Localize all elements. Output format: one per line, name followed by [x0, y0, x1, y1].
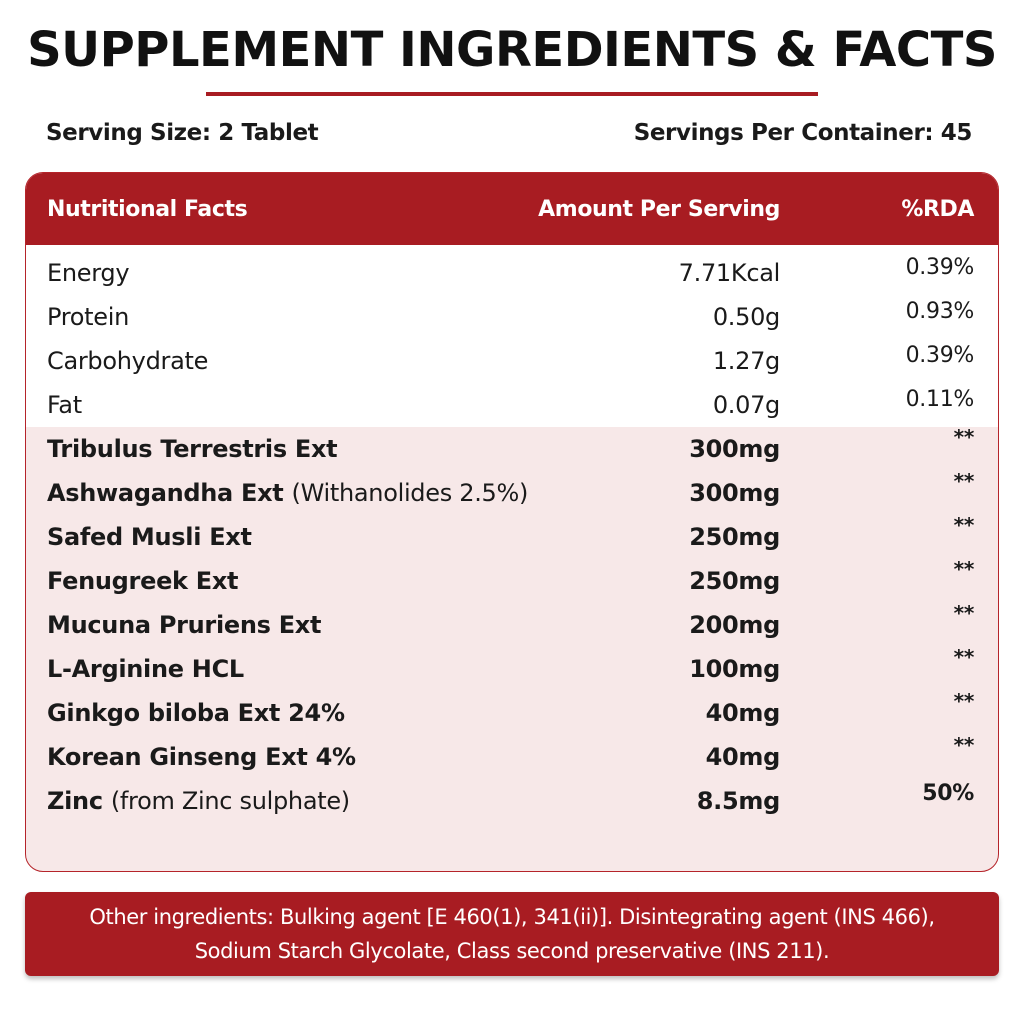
ingredient-note: (from Zinc sulphate): [110, 787, 350, 815]
serving-size: Serving Size: 2 Tablet: [46, 120, 319, 146]
ingredient-amount: 300mg: [689, 479, 780, 507]
basic-nutrients: Energy 7.71Kcal 0.39% Protein 0.50g 0.93…: [26, 245, 998, 427]
ingredient-amount: 40mg: [705, 699, 781, 727]
nutrient-amount: 1.27g: [712, 347, 780, 375]
table-row: Ashwagandha Ext (Withanolides 2.5%) 300m…: [26, 469, 998, 515]
table-row: Mucuna Pruriens Ext 200mg **: [26, 601, 998, 647]
title-underline: [206, 92, 818, 96]
ingredient-rda: **: [953, 469, 975, 493]
ingredient-label: Mucuna Pruriens Ext: [47, 611, 322, 639]
ingredient-name: Ginkgo biloba Ext 24%: [47, 699, 345, 727]
ingredient-label: L-Arginine HCL: [47, 655, 244, 683]
ingredient-name: Tribulus Terrestris Ext: [47, 435, 338, 463]
ingredient-amount: 8.5mg: [696, 787, 781, 815]
ingredient-rda: **: [953, 645, 975, 669]
nutrient-amount: 7.71Kcal: [678, 259, 781, 287]
nutrient-rda: 0.11%: [905, 387, 975, 412]
table-row: Protein 0.50g 0.93%: [26, 295, 998, 339]
ingredient-amount: 250mg: [689, 523, 780, 551]
other-ingredients-line-1: Other ingredients: Bulking agent [E 460(…: [89, 905, 935, 929]
page-title: SUPPLEMENT INGREDIENTS & FACTS: [27, 22, 997, 78]
ingredient-label: Korean Ginseng Ext 4%: [47, 743, 356, 771]
ingredient-name: Ashwagandha Ext (Withanolides 2.5%): [47, 479, 528, 507]
nutrient-amount: 0.07g: [712, 391, 780, 419]
ingredient-amount: 40mg: [705, 743, 781, 771]
ingredient-label: Tribulus Terrestris Ext: [47, 435, 338, 463]
ingredient-rda: **: [953, 689, 975, 713]
table-row: Ginkgo biloba Ext 24% 40mg **: [26, 689, 998, 735]
ingredient-name: Zinc (from Zinc sulphate): [47, 787, 350, 815]
table-row: Energy 7.71Kcal 0.39%: [26, 251, 998, 295]
nutrient-rda: 0.39%: [905, 255, 975, 280]
ingredient-rda: 50%: [922, 781, 974, 806]
nutrient-rda: 0.39%: [905, 343, 975, 368]
other-ingredients-line-2: Sodium Starch Glycolate, Class second pr…: [194, 939, 830, 963]
table-row: Tribulus Terrestris Ext 300mg **: [26, 425, 998, 471]
ingredient-amount: 200mg: [689, 611, 780, 639]
table-row: Fenugreek Ext 250mg **: [26, 557, 998, 603]
table-row: Zinc (from Zinc sulphate) 8.5mg 50%: [26, 779, 998, 823]
ingredient-note: (Withanolides 2.5%): [291, 479, 529, 507]
serving-info: Serving Size: 2 Tablet Servings Per Cont…: [46, 120, 972, 146]
active-ingredients: Tribulus Terrestris Ext 300mg ** Ashwaga…: [26, 425, 998, 823]
servings-per-container: Servings Per Container: 45: [633, 120, 973, 146]
ingredient-name: Fenugreek Ext: [47, 567, 239, 595]
ingredient-label: Zinc: [47, 787, 103, 815]
ingredient-label: Ashwagandha Ext: [47, 479, 284, 507]
table-row: L-Arginine HCL 100mg **: [26, 645, 998, 691]
ingredient-rda: **: [953, 601, 975, 625]
table-row: Korean Ginseng Ext 4% 40mg **: [26, 733, 998, 779]
table-header: Nutritional Facts Amount Per Serving %RD…: [26, 173, 998, 245]
ingredient-amount: 300mg: [689, 435, 780, 463]
header-nutritional-facts: Nutritional Facts: [47, 197, 248, 222]
ingredient-name: Safed Musli Ext: [47, 523, 252, 551]
nutrient-name: Energy: [47, 259, 130, 287]
nutrition-facts-table: Nutritional Facts Amount Per Serving %RD…: [25, 172, 999, 872]
table-row: Fat 0.07g 0.11%: [26, 383, 998, 427]
nutrient-rda: 0.93%: [905, 299, 975, 324]
header-rda: %RDA: [901, 197, 974, 222]
ingredient-amount: 250mg: [689, 567, 780, 595]
nutrient-name: Carbohydrate: [47, 347, 209, 375]
nutrient-name: Fat: [47, 391, 82, 419]
ingredient-label: Fenugreek Ext: [47, 567, 239, 595]
ingredient-name: Korean Ginseng Ext 4%: [47, 743, 356, 771]
other-ingredients-banner: Other ingredients: Bulking agent [E 460(…: [25, 892, 999, 976]
ingredient-rda: **: [953, 733, 975, 757]
header-amount-per-serving: Amount Per Serving: [538, 197, 780, 222]
ingredient-label: Ginkgo biloba Ext 24%: [47, 699, 345, 727]
nutrient-amount: 0.50g: [712, 303, 780, 331]
ingredient-name: Mucuna Pruriens Ext: [47, 611, 321, 639]
table-row: Safed Musli Ext 250mg **: [26, 513, 998, 559]
table-row: Carbohydrate 1.27g 0.39%: [26, 339, 998, 383]
ingredient-amount: 100mg: [689, 655, 780, 683]
nutrient-name: Protein: [47, 303, 130, 331]
ingredient-rda: **: [953, 513, 975, 537]
ingredient-name: L-Arginine HCL: [47, 655, 244, 683]
ingredient-rda: **: [953, 557, 975, 581]
ingredient-rda: **: [953, 425, 975, 449]
ingredient-label: Safed Musli Ext: [47, 523, 252, 551]
